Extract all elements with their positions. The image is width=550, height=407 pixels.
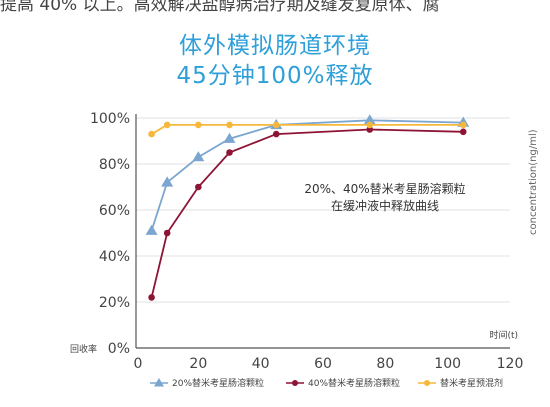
data-point-marker [223, 132, 236, 143]
chart-annotation-line: 20%、40%替米考星肠溶颗粒 [304, 181, 465, 196]
series-layer [145, 114, 470, 301]
x-axis-title: 时间(t) [489, 329, 518, 341]
data-point-marker [163, 121, 171, 129]
legend-layer: 20%替米考星肠溶颗粒 40%替米考星肠溶颗粒 替米考星预混剂 [150, 377, 503, 389]
chart-annotation-line: 在缓冲液中释放曲线 [331, 198, 439, 213]
legend-label: 20%替米考星肠溶颗粒 [172, 377, 264, 389]
axis-layer [135, 114, 510, 349]
x-tick-label: 80 [376, 356, 394, 372]
data-point-marker [272, 130, 280, 138]
chart-title-line-2: 45分钟100%释放 [176, 63, 374, 89]
data-point-marker [148, 294, 155, 301]
x-tick-label: 60 [314, 356, 332, 372]
data-point-marker [363, 114, 376, 125]
data-point-marker [366, 126, 374, 133]
data-point-marker [161, 176, 174, 187]
y-tick-label: 40% [99, 249, 130, 265]
y-tick-label-zero: 0% [108, 341, 130, 357]
data-point-marker [226, 149, 233, 156]
series-line [150, 119, 464, 231]
y-axis-title: 回收率 [70, 343, 97, 355]
data-point-marker [366, 121, 374, 129]
data-point-marker [148, 130, 155, 138]
y-tick-label: 60% [99, 203, 130, 219]
legend-label: 替米考星预混剂 [440, 377, 503, 389]
legend-label: 40%替米考星肠溶颗粒 [308, 377, 400, 389]
x-tick-label: 20 [189, 356, 207, 372]
cut-off-text: 提高 40% 以上。高效解决盐醇病治疗期及缝发复原体、腐 [0, 0, 440, 15]
x-tick-label: 120 [497, 356, 524, 372]
y-tick-label: 100% [90, 111, 130, 127]
legend-marker [292, 380, 298, 386]
data-point-marker [163, 229, 171, 237]
legend-marker [424, 380, 430, 386]
data-point-marker [459, 128, 467, 136]
data-point-marker [195, 121, 202, 129]
legend-marker [154, 378, 164, 387]
data-point-marker [272, 121, 280, 129]
grid-layer [136, 117, 510, 303]
x-tick-label-zero: 0 [134, 356, 143, 372]
y-tick-label: 20% [99, 295, 130, 311]
data-point-marker [192, 151, 205, 162]
data-point-marker [226, 121, 233, 129]
chart-title-line-1: 体外模拟肠道环境 [179, 33, 371, 59]
y-tick-label: 80% [99, 157, 130, 173]
x-tick-label: 100 [434, 356, 461, 372]
data-point-marker [459, 121, 467, 129]
data-point-marker [145, 224, 158, 235]
label-layer: 20% 40% 60% 80% 100% 0% 回收率 20 40 60 80 100 120 0 时间(t… [70, 111, 523, 372]
x-tick-label: 40 [252, 356, 270, 372]
data-point-marker [195, 183, 202, 191]
